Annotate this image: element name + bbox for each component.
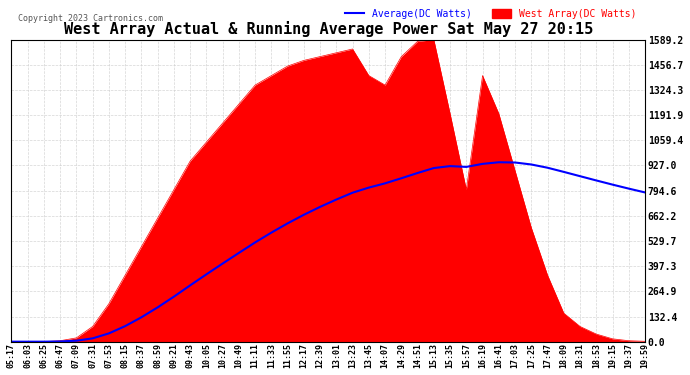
Legend: Average(DC Watts), West Array(DC Watts): Average(DC Watts), West Array(DC Watts)	[341, 5, 640, 23]
Text: Copyright 2023 Cartronics.com: Copyright 2023 Cartronics.com	[18, 15, 163, 24]
Title: West Array Actual & Running Average Power Sat May 27 20:15: West Array Actual & Running Average Powe…	[63, 21, 593, 37]
